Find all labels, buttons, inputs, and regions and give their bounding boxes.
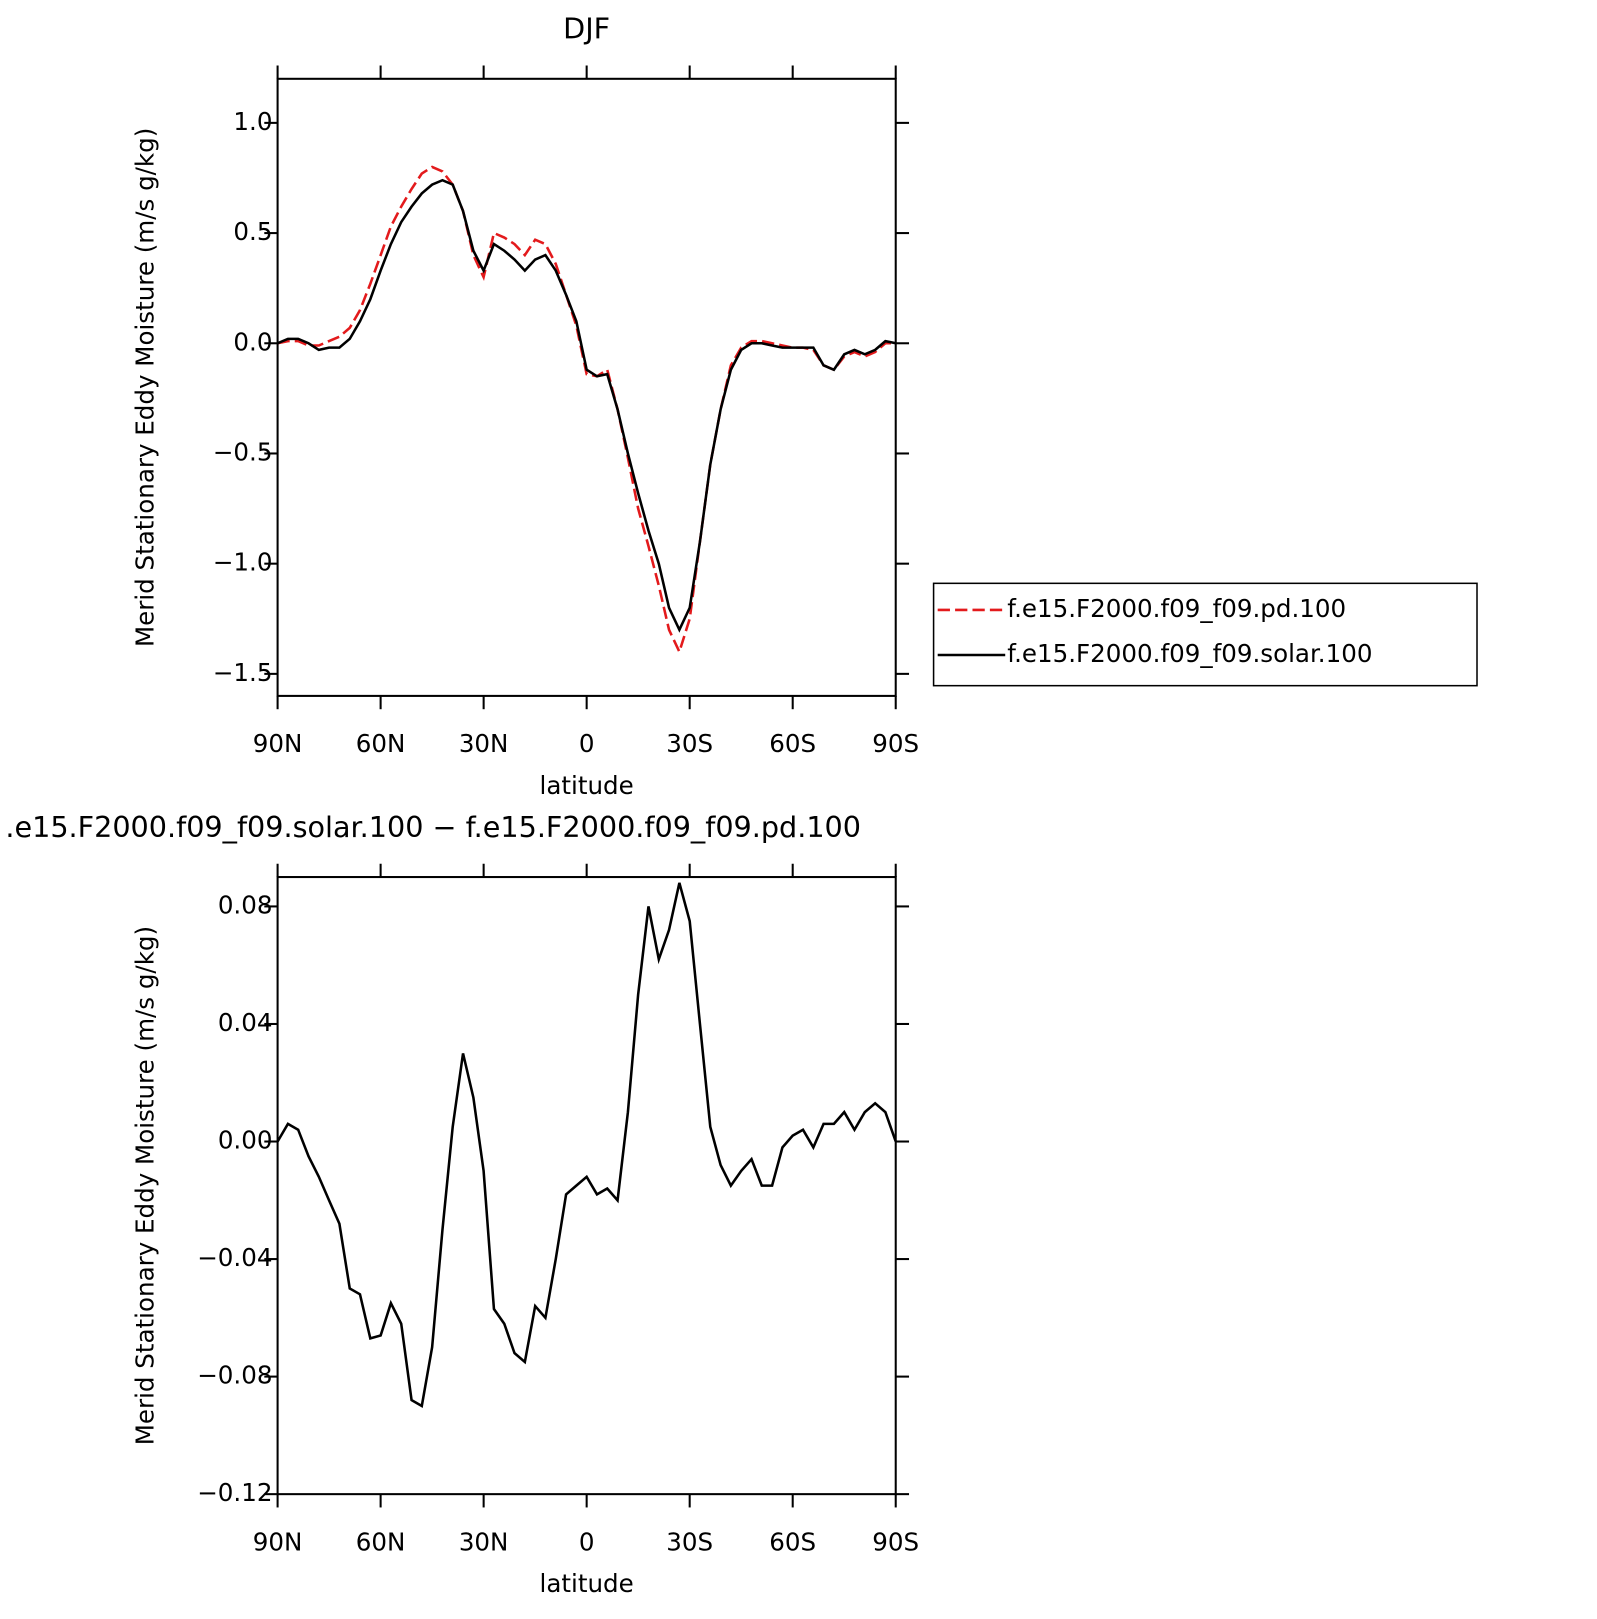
x-axis-label: latitude [540, 1569, 634, 1598]
y-tick-label: −0.12 [197, 1478, 272, 1507]
y-tick-label: 0.00 [218, 1126, 273, 1155]
x-axis-label: latitude [540, 771, 634, 800]
data-line [277, 178, 896, 633]
x-tick-label: 60N [356, 729, 406, 758]
y-axis-label: Merid Stationary Eddy Moisture (m/s g/kg… [131, 926, 160, 1445]
x-tick-label: 90N [253, 1527, 303, 1556]
y-tick-label: −0.08 [197, 1361, 272, 1390]
plot-frame [276, 77, 897, 697]
legend-label: f.e15.F2000.f09_f09.solar.100 [1007, 639, 1372, 668]
y-tick-label: 0.0 [233, 327, 272, 356]
data-line [276, 882, 897, 1409]
x-tick-label: 0 [579, 729, 595, 758]
x-tick-label: 90N [253, 729, 303, 758]
x-tick-label: 60N [356, 1527, 406, 1556]
chart-title: DJF [563, 12, 610, 46]
x-tick-label: 30S [666, 1527, 713, 1556]
y-tick-label: −0.5 [213, 437, 273, 466]
x-tick-label: 30N [459, 1527, 509, 1556]
data-line [277, 165, 896, 656]
y-tick-label: 0.04 [218, 1008, 273, 1037]
y-tick-label: −1.5 [213, 658, 273, 687]
legend-box [932, 582, 1478, 687]
y-tick-label: −1.0 [213, 548, 273, 577]
y-axis-label: Merid Stationary Eddy Moisture (m/s g/kg… [131, 128, 160, 647]
y-tick-label: −0.04 [197, 1243, 272, 1272]
y-tick-label: 0.08 [218, 890, 273, 919]
y-tick-label: 0.5 [233, 217, 272, 246]
x-tick-label: 90S [872, 729, 919, 758]
x-tick-label: 30S [666, 729, 713, 758]
x-tick-label: 60S [769, 729, 816, 758]
plot-frame [276, 876, 897, 1496]
x-tick-label: 0 [579, 1527, 595, 1556]
y-tick-label: 1.0 [233, 107, 272, 136]
x-tick-label: 90S [872, 1527, 919, 1556]
legend-label: f.e15.F2000.f09_f09.pd.100 [1007, 594, 1346, 623]
chart-title: .e15.F2000.f09_f09.solar.100 − f.e15.F20… [5, 810, 861, 844]
x-tick-label: 30N [459, 729, 509, 758]
x-tick-label: 60S [769, 1527, 816, 1556]
